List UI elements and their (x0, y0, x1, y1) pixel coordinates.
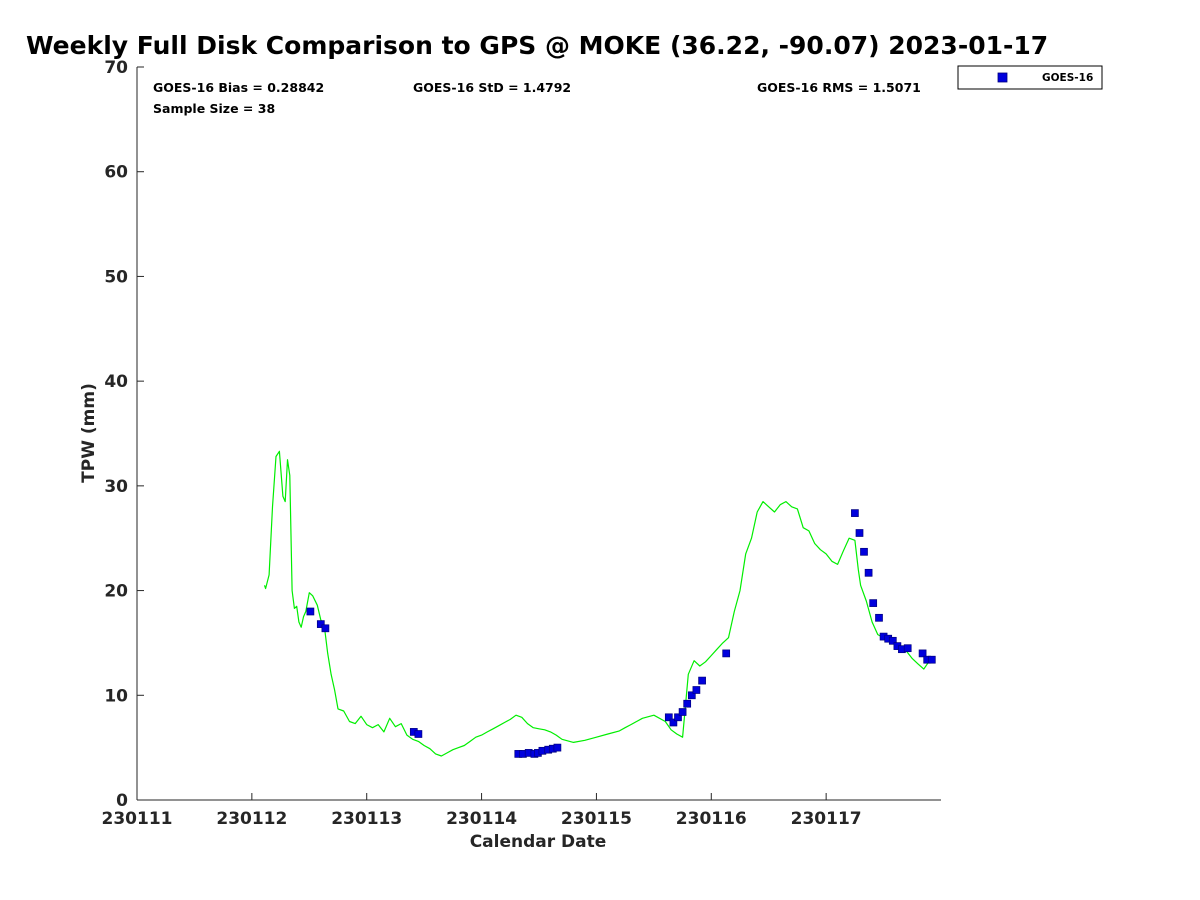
goes16-point (683, 699, 692, 708)
y-tick-label: 60 (104, 163, 128, 183)
x-axis: 230111 230112 230113 230114 230115 230116 2301… (102, 793, 941, 829)
legend-box (957, 65, 1103, 90)
goes16-point (875, 613, 883, 622)
legend-marker (997, 72, 1008, 83)
y-tick-label: 40 (104, 372, 128, 392)
x-tick-label: 230114 (446, 809, 517, 829)
goes16-point (664, 713, 673, 722)
goes16-point (306, 607, 315, 616)
goes16-point (927, 655, 936, 664)
goes16-point (698, 676, 706, 685)
y-tick-label: 20 (104, 582, 128, 602)
goes16-point (692, 686, 701, 694)
y-tick-label: 30 (104, 477, 128, 497)
goes16-point (888, 636, 897, 645)
stat-std: GOES-16 StD = 1.4792 (413, 80, 571, 95)
stat-rms: GOES-16 RMS = 1.5071 (757, 80, 921, 95)
x-tick-label: 230115 (561, 809, 632, 829)
y-axis: 0 10 20 30 40 50 60 70 (104, 58, 144, 811)
goes16-point (414, 730, 423, 738)
goes16-point (687, 691, 696, 700)
x-tick-label: 230111 (102, 809, 173, 829)
y-tick-label: 70 (104, 58, 128, 78)
goes16-point (869, 599, 878, 607)
y-tick-label: 0 (116, 791, 128, 811)
goes16-point (903, 644, 912, 653)
plot-area (137, 67, 941, 800)
goes16-point (918, 649, 927, 658)
y-axis-label: TPW (mm) (79, 383, 99, 483)
x-axis-label: Calendar Date (470, 832, 607, 852)
goes16-point (316, 620, 325, 628)
x-tick-label: 230116 (676, 809, 747, 829)
stat-sample-size: Sample Size = 38 (153, 101, 275, 116)
goes16-point (851, 509, 859, 517)
goes16-point (864, 568, 873, 577)
goes16-point (722, 649, 731, 658)
x-tick-label: 230117 (791, 809, 862, 829)
y-tick-label: 50 (104, 267, 128, 287)
chart-title: Weekly Full Disk Comparison to GPS @ MOK… (26, 31, 1048, 60)
goes16-point (678, 708, 687, 716)
goes16-point (855, 529, 864, 537)
goes16-point (674, 713, 682, 722)
goes16-point (553, 743, 562, 752)
goes16-point (669, 718, 678, 727)
goes16-point (860, 547, 868, 556)
x-tick-label: 230113 (331, 809, 402, 829)
y-tick-label: 10 (104, 686, 128, 706)
goes16-points-layer (306, 509, 936, 758)
x-tick-label: 230112 (216, 809, 287, 829)
goes16-point (321, 624, 330, 633)
stat-bias: GOES-16 Bias = 0.28842 (153, 80, 324, 95)
legend-label: GOES-16 (1042, 72, 1093, 84)
legend: GOES-16 (957, 65, 1103, 90)
